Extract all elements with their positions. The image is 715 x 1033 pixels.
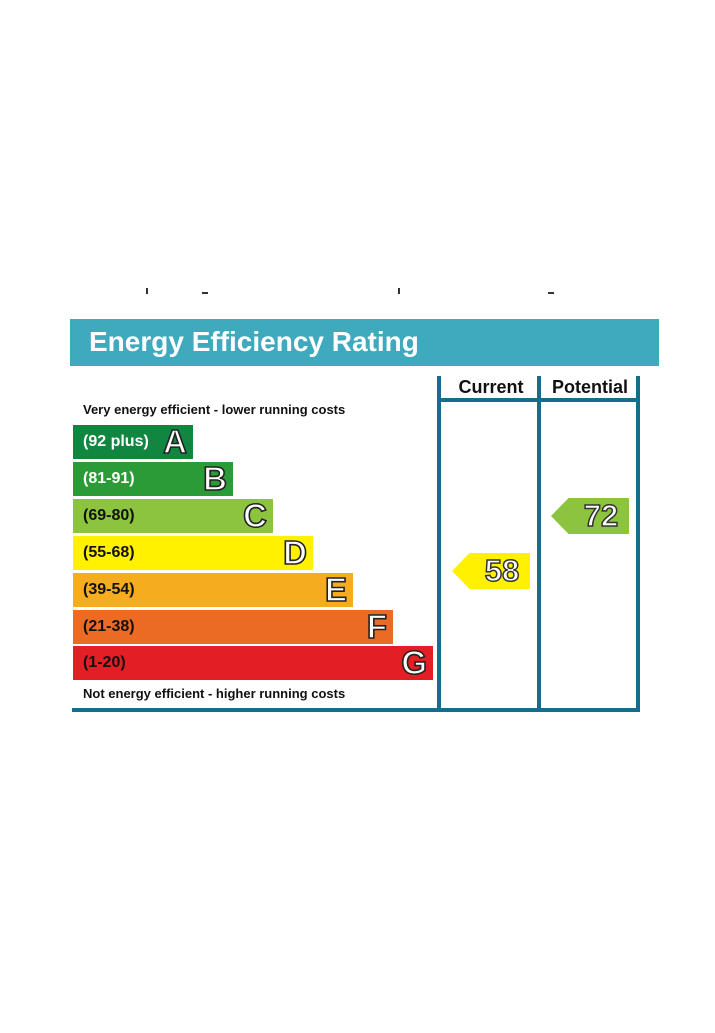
band-letter: A [162,422,187,461]
band-letter: D [282,533,307,572]
band-letter: B [202,459,227,498]
band-range-label: (81-91) [83,469,135,487]
cut-off-text-fragment [68,286,658,298]
band-letter: E [324,570,348,609]
divider-middle [537,376,541,712]
band-range-label: (55-68) [83,543,135,561]
band-g: (1-20) G [73,644,433,683]
current-rating-value: 58 [484,552,520,589]
band-a: (92 plus) A [73,422,193,461]
current-arrow-shape [452,552,530,589]
band-e: (39-54) E [73,570,353,609]
potential-rating-arrow: 72 [551,497,629,534]
band-d: (55-68) D [73,533,313,572]
divider-left [437,376,441,712]
band-range-label: (69-80) [83,506,135,524]
column-header-potential: Potential [551,377,628,397]
potential-rating-value: 72 [583,497,619,534]
bottom-note: Not energy efficient - higher running co… [83,686,346,701]
bottom-rule [72,708,640,712]
potential-arrow-shape [551,497,629,534]
band-letter: F [366,607,388,646]
chart-title: Energy Efficiency Rating [89,326,419,357]
current-rating-arrow: 58 [452,552,530,589]
header-rule [437,398,640,402]
band-range-label: (21-38) [83,617,135,635]
band-letter: G [401,644,428,683]
band-c: (69-80) C [73,496,273,535]
band-range-label: (1-20) [83,654,126,672]
column-header-current: Current [458,377,524,397]
band-range-label: (39-54) [83,580,135,598]
band-f: (21-38) F [73,607,393,646]
band-range-label: (92 plus) [83,433,149,450]
top-note: Very energy efficient - lower running co… [83,402,346,417]
band-letter: C [242,496,267,535]
title-banner: Energy Efficiency Rating [70,319,659,366]
band-b: (81-91) B [73,459,233,498]
divider-right [636,376,640,712]
